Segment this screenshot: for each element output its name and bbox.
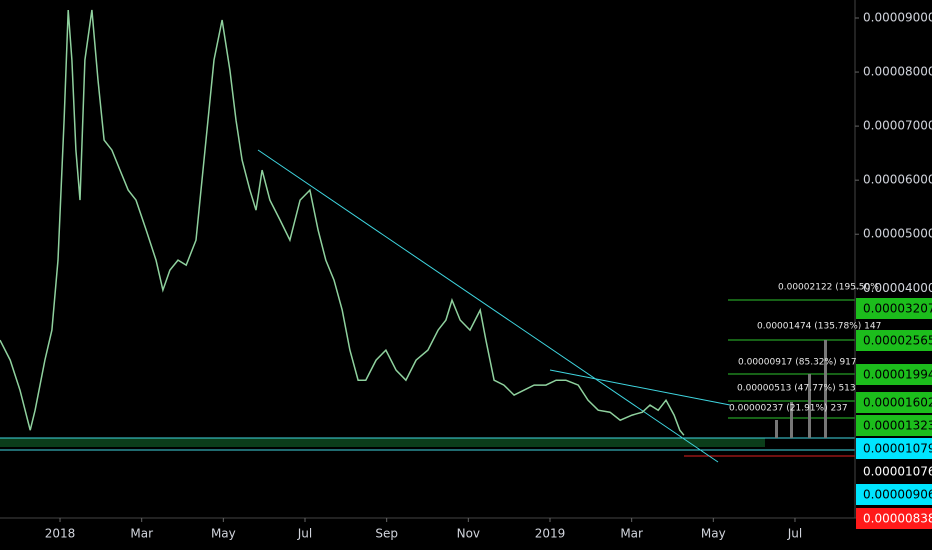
y-tick-label: 0.00006000 xyxy=(863,173,932,187)
price-label: 0.00001079 xyxy=(863,442,932,456)
y-tick-label: 0.00004000 xyxy=(863,281,932,295)
price-label-box xyxy=(856,508,932,529)
fib-lines xyxy=(728,299,855,419)
fib-annotation: 0.00000513 (47.77%) 513 xyxy=(737,384,856,394)
price-label-box xyxy=(856,461,932,482)
price-label: 0.00001994 xyxy=(863,368,932,382)
fib-bars xyxy=(775,340,827,438)
x-tick-label: Nov xyxy=(457,527,480,541)
price-label: 0.00000906 xyxy=(863,488,932,502)
fib-annotation: 0.00000237 (21.91%) 237 xyxy=(729,404,848,414)
x-tick-label: May xyxy=(701,527,726,541)
range-box xyxy=(0,438,765,447)
price-label: 0.00002565 xyxy=(863,334,932,348)
price-label: 0.00000838 xyxy=(863,512,932,526)
trend-line xyxy=(257,149,719,463)
price-label-box xyxy=(856,484,932,505)
y-tick-label: 0.00009000 xyxy=(863,11,932,25)
price-label-box xyxy=(856,392,932,413)
x-tick-label: May xyxy=(211,527,236,541)
y-tick-label: 0.00008000 xyxy=(863,65,932,79)
price-label: 0.00001602 xyxy=(863,396,932,410)
x-tick-label: 2018 xyxy=(45,527,76,541)
y-tick-label: 0.00007000 xyxy=(863,119,932,133)
x-tick-label: Mar xyxy=(130,527,153,541)
x-tick-label: Sep xyxy=(375,527,398,541)
price-label-box xyxy=(856,330,932,351)
x-tick-label: Jul xyxy=(787,527,802,541)
price-label-box xyxy=(856,438,932,459)
price-line xyxy=(0,9,685,436)
x-tick-label: Mar xyxy=(620,527,643,541)
x-tick-label: Jul xyxy=(297,527,312,541)
fib-annotation: 0.00002122 (195.50% xyxy=(778,283,879,293)
price-label-box xyxy=(856,298,932,319)
price-label: 0.00001076 xyxy=(863,465,932,479)
fib-annotation: 0.00000917 (85.32%) 917 xyxy=(738,358,857,368)
y-tick-label: 0.00005000 xyxy=(863,227,932,241)
price-label: 0.00003207 xyxy=(863,302,932,316)
price-label: 0.00001323 xyxy=(863,419,932,433)
fib-annotation: 0.00001474 (135.78%) 147 xyxy=(757,322,881,332)
price-label-box xyxy=(856,415,932,436)
x-tick-label: 2019 xyxy=(535,527,566,541)
trend-line xyxy=(549,369,731,406)
price-label-box xyxy=(856,364,932,385)
